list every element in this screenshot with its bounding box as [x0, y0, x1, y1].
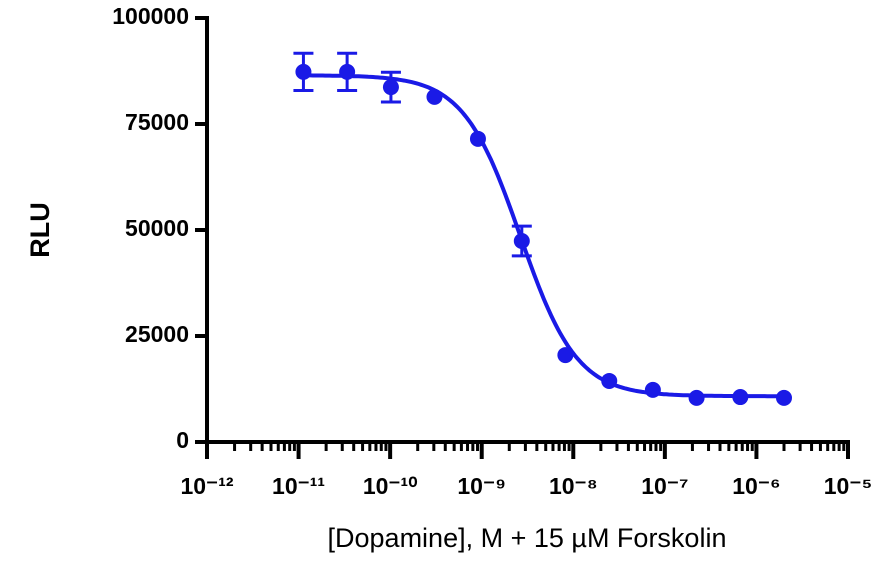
x-tick-label: 10⁻⁹: [457, 473, 506, 499]
point: [426, 88, 443, 105]
y-tick-label: 0: [176, 427, 189, 453]
point: [775, 389, 792, 406]
x-tick-label: 10⁻¹⁰: [363, 473, 418, 499]
point: [295, 63, 312, 80]
point: [339, 63, 356, 80]
fit-curve: [303, 73, 784, 399]
x-axis-label: [Dopamine], M + 15 µM Forskolin: [328, 523, 727, 553]
point: [688, 389, 705, 406]
point: [557, 347, 574, 364]
x-tick-label: 10⁻⁵: [824, 473, 873, 499]
x-tick-label: 10⁻¹¹: [272, 473, 325, 499]
x-tick-label: 10⁻⁷: [641, 473, 688, 499]
point: [732, 389, 749, 406]
y-tick-label: 75000: [125, 109, 189, 135]
y-tick-label: 50000: [125, 215, 189, 241]
point: [513, 233, 530, 250]
y-tick-label: 100000: [112, 3, 189, 29]
x-tick-label: 10⁻¹²: [180, 473, 233, 499]
point: [601, 372, 618, 389]
y-tick-label: 25000: [125, 321, 189, 347]
point: [469, 130, 486, 147]
x-tick-label: 10⁻⁶: [732, 473, 780, 499]
x-tick-label: 10⁻⁸: [549, 473, 598, 499]
y-axis-label: RLU: [25, 202, 55, 258]
point: [644, 381, 661, 398]
point: [382, 79, 399, 96]
